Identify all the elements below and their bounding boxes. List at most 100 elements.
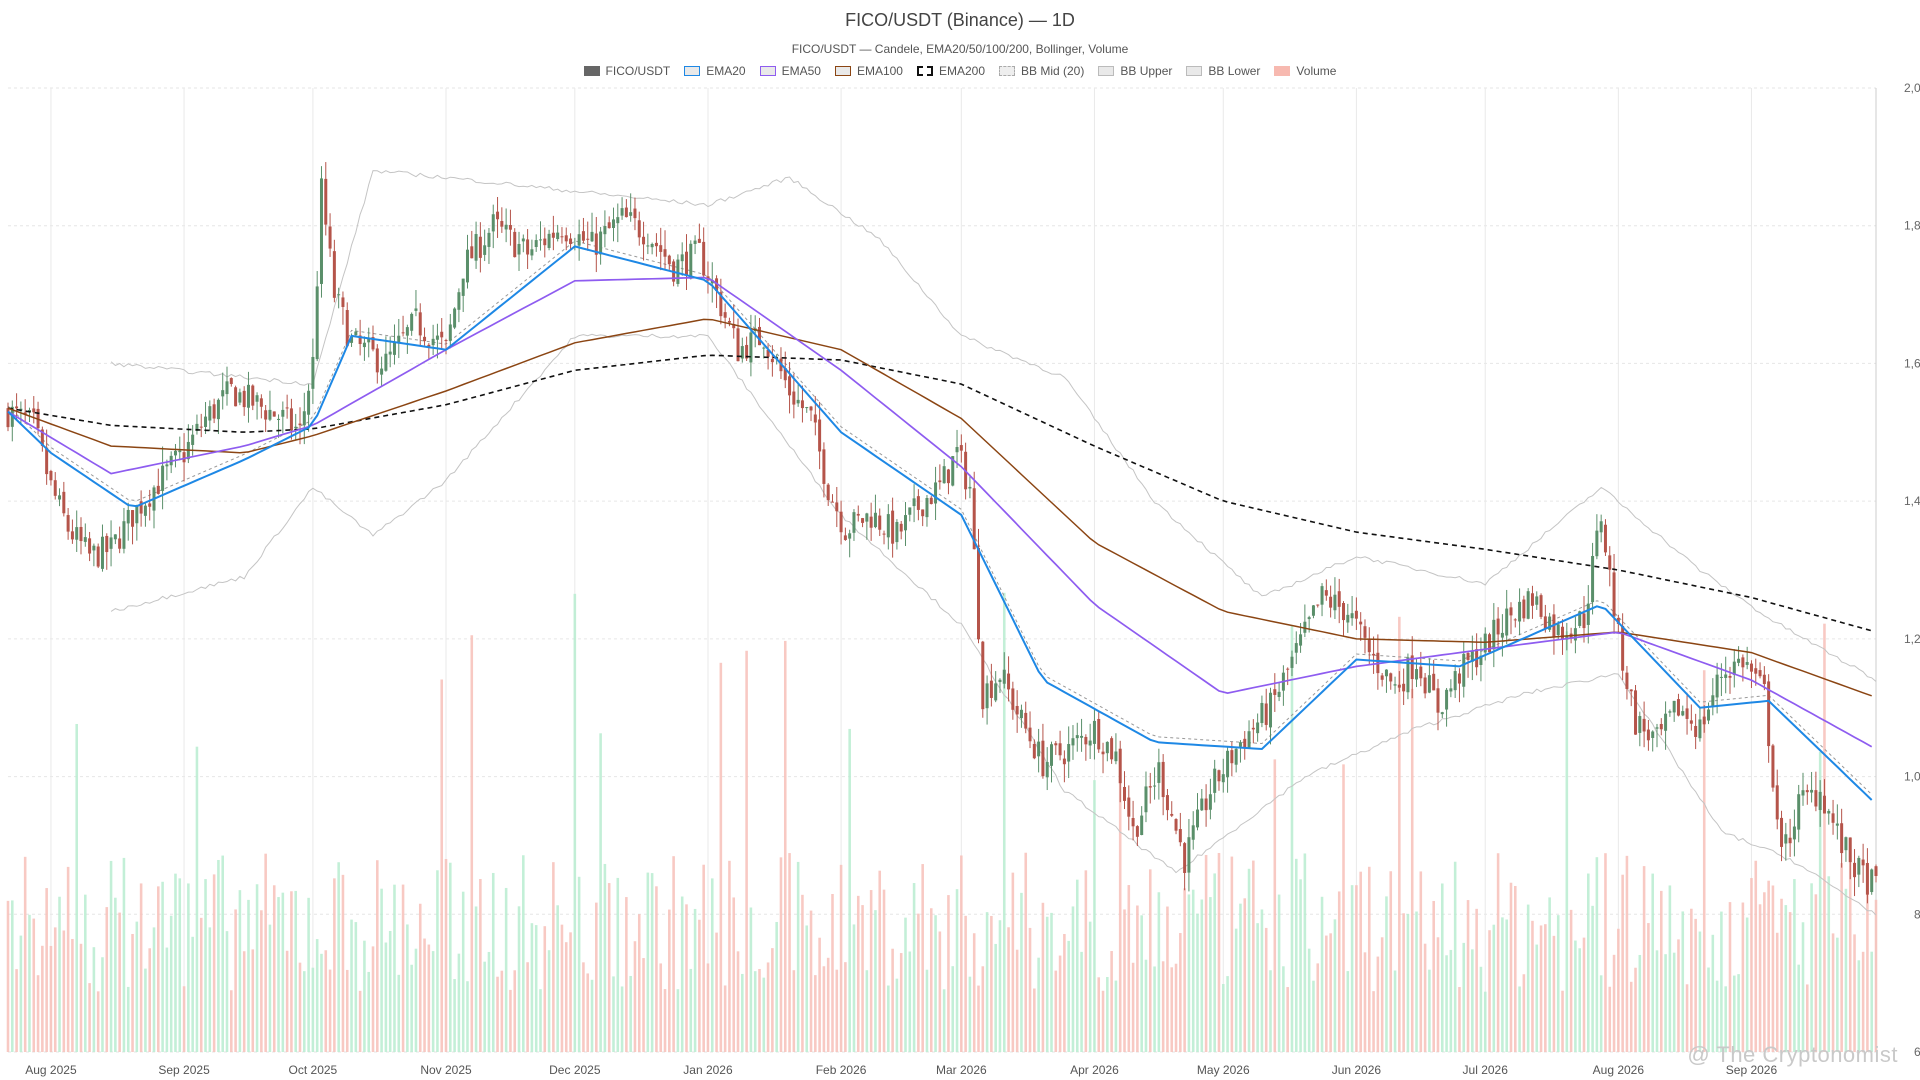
volume-bar	[1771, 885, 1775, 1052]
candle-body	[1367, 639, 1371, 653]
candle-body	[1050, 744, 1054, 766]
x-tick-label: Aug 2025	[25, 1063, 77, 1077]
candle-body	[719, 292, 723, 317]
volume-bar	[1801, 922, 1805, 1052]
candle-body	[444, 340, 448, 342]
candle-body	[1311, 605, 1315, 616]
legend-item-ema50[interactable]: EMA50	[759, 64, 821, 78]
volume-bar	[526, 962, 529, 1052]
legend-swatch	[684, 66, 701, 76]
candle-body	[959, 445, 963, 451]
candle-body	[1711, 695, 1715, 706]
candle-body	[6, 408, 10, 428]
volume-bar	[126, 986, 130, 1052]
volume-bar	[543, 926, 547, 1052]
legend-item-bb-lower[interactable]: BB Lower	[1186, 64, 1260, 78]
y-tick-label: 1,600	[1904, 356, 1920, 370]
candle-body	[1290, 656, 1294, 668]
legend-item-bb-upper[interactable]: BB Upper	[1098, 64, 1172, 78]
candle-body	[710, 280, 714, 284]
candle-body	[1037, 741, 1041, 757]
candle-body	[770, 358, 774, 363]
volume-bar	[1501, 917, 1504, 1052]
volume-bar	[698, 919, 701, 1052]
volume-bar	[530, 923, 534, 1052]
volume-bar	[406, 924, 409, 1052]
legend-item-ema200[interactable]: EMA200	[916, 64, 985, 78]
candle-body	[285, 407, 289, 409]
candle-body	[1187, 837, 1191, 873]
candle-body	[1234, 748, 1238, 765]
volume-bar	[1818, 751, 1822, 1052]
volume-bar	[1466, 900, 1470, 1052]
candle-body	[891, 510, 895, 544]
legend-label: Volume	[1296, 64, 1337, 78]
volume-bar	[745, 650, 748, 1052]
volume-bar	[354, 922, 358, 1052]
candle-body	[1707, 709, 1711, 721]
volume-bar	[878, 870, 882, 1052]
volume-bar	[191, 936, 194, 1052]
volume-bar	[1797, 964, 1800, 1052]
candle-body	[1599, 521, 1603, 533]
legend-item-fico-usdt[interactable]: FICO/USDT	[583, 64, 670, 78]
candle-body	[813, 414, 817, 423]
candle-body	[392, 342, 396, 355]
y-tick-label: 1,200	[1904, 632, 1920, 646]
volume-bar	[1647, 923, 1650, 1052]
volume-bar	[1320, 896, 1324, 1052]
candle-body	[1762, 674, 1766, 685]
candle-body	[916, 496, 920, 510]
volume-bar	[1767, 880, 1770, 1052]
volume-bar	[590, 979, 594, 1052]
candle-body	[1406, 657, 1410, 693]
candle-body	[1737, 658, 1741, 663]
candle-body	[556, 232, 560, 240]
volume-bar	[822, 966, 826, 1052]
volume-bar	[1007, 927, 1010, 1052]
volume-bar	[1685, 984, 1689, 1052]
candle-body	[113, 534, 117, 540]
candle-body	[878, 515, 882, 530]
legend-item-volume[interactable]: Volume	[1274, 64, 1336, 78]
candle-body	[629, 212, 633, 216]
volume-bar	[182, 986, 186, 1052]
candle-body	[1380, 675, 1384, 680]
candle-body	[1135, 826, 1139, 837]
candle-body	[1445, 689, 1449, 710]
candle-body	[126, 509, 130, 524]
volume-bar	[990, 915, 993, 1052]
volume-bar	[1075, 879, 1079, 1052]
volume-bar	[277, 897, 280, 1052]
candle-body	[1578, 611, 1582, 626]
volume-bar	[865, 970, 869, 1052]
volume-bar	[66, 866, 70, 1052]
candle-body	[341, 297, 345, 307]
candle-body	[1681, 711, 1685, 716]
volume-bar	[32, 918, 36, 1052]
volume-bar	[1088, 921, 1092, 1052]
candle-body	[882, 533, 886, 535]
candle-body	[92, 545, 96, 551]
candle-body	[1101, 751, 1105, 755]
volume-bar	[1866, 876, 1869, 1052]
volume-bar	[1037, 957, 1040, 1052]
volume-bar	[663, 989, 667, 1052]
legend-item-ema100[interactable]: EMA100	[834, 64, 903, 78]
candle-body	[1518, 601, 1522, 622]
legend-swatch	[1186, 66, 1203, 76]
candle-body	[367, 338, 371, 343]
legend-item-bb-mid-20-[interactable]: BB Mid (20)	[999, 64, 1084, 78]
candle-body	[955, 447, 959, 453]
candle-body	[139, 501, 143, 514]
volume-bar	[1840, 863, 1843, 1052]
legend-item-ema20[interactable]: EMA20	[684, 64, 746, 78]
candle-body	[1573, 628, 1577, 641]
volume-bar	[479, 879, 482, 1052]
candle-body	[109, 537, 113, 549]
candle-body	[1153, 785, 1157, 787]
volume-bar	[28, 914, 31, 1052]
candle-body	[1067, 744, 1071, 762]
volume-bar	[1561, 990, 1564, 1052]
volume-bar	[509, 989, 512, 1052]
